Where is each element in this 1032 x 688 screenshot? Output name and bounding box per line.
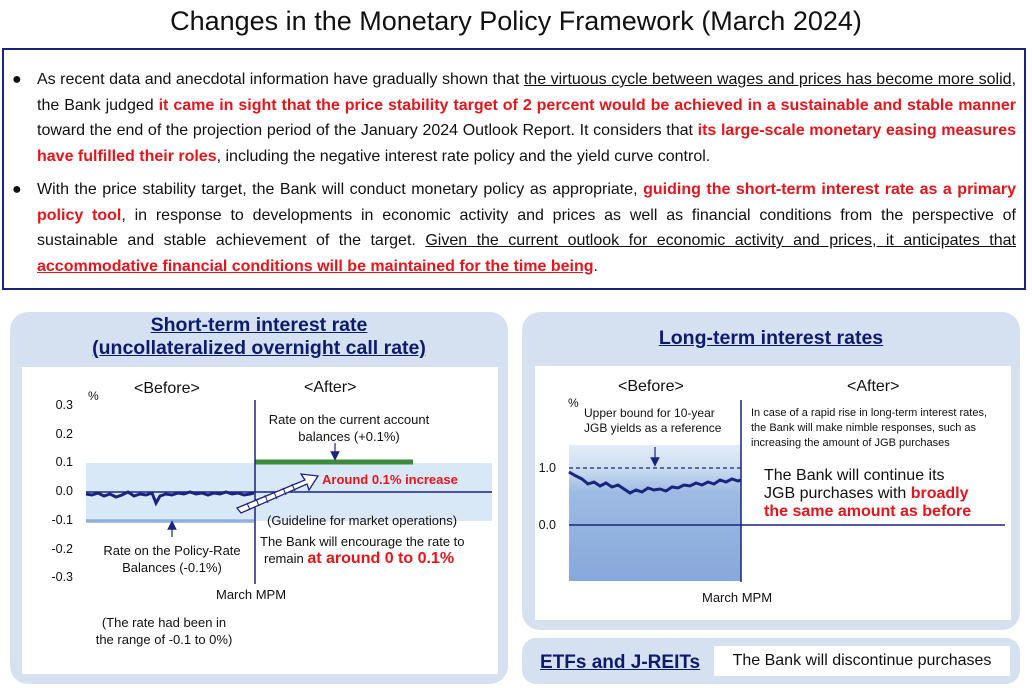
unit-label: % bbox=[88, 389, 99, 403]
bullet-segment: toward the end of the projection period … bbox=[37, 122, 698, 139]
bullet-2-text: With the price stability target, the Ban… bbox=[37, 177, 1016, 279]
etf-title: ETFs and J-REITs bbox=[540, 652, 701, 673]
bullet-1: ● As recent data and anecdotal informati… bbox=[12, 67, 1016, 169]
bullet-segment: , including the negative interest rate p… bbox=[216, 147, 711, 165]
guideline-label: (Guideline for market operations) bbox=[267, 513, 458, 528]
call-rate-series-line bbox=[85, 490, 255, 507]
bullet-segment: accommodative financial conditions will … bbox=[37, 257, 594, 275]
tick-label: 0.0 bbox=[538, 518, 556, 532]
bullet-segment: , in response to developments in economi… bbox=[37, 206, 1017, 250]
continue-purchases-text: The Bank will continue its JGB purchases… bbox=[764, 467, 972, 520]
bullet-segment: its large-scale monetary easing measures… bbox=[37, 122, 1016, 165]
summary-box: ● As recent data and anecdotal informati… bbox=[2, 48, 1026, 290]
tick-label: 0.2 bbox=[55, 427, 73, 441]
encourage-label: The Bank will encourage the rate to bbox=[260, 534, 465, 549]
bullet-segment: With the price stability target, the Ban… bbox=[37, 181, 644, 198]
tick-label: 0.0 bbox=[55, 484, 73, 498]
tick-label: 0.3 bbox=[55, 398, 73, 412]
bullet-segment: As recent data and anecdotal information… bbox=[37, 71, 524, 88]
after-label: <After> bbox=[847, 378, 900, 395]
after-note: In case of a rapid rise in long-term int… bbox=[751, 407, 987, 449]
etf-text: The Bank will discontinue purchases bbox=[732, 652, 992, 669]
bullet-segment: the virtuous cycle between wages and pri… bbox=[523, 71, 1012, 88]
bullet-segment: guiding the short-term interest rate as … bbox=[37, 181, 1017, 224]
tick-label: 0.1 bbox=[55, 455, 73, 469]
tick-label: -0.1 bbox=[51, 513, 73, 527]
march-mpm-label: March MPM bbox=[702, 590, 773, 605]
after-label: <After> bbox=[304, 379, 357, 396]
increase-arrow bbox=[235, 473, 320, 514]
encourage-label-2: remain at around 0 to 0.1% bbox=[264, 550, 455, 567]
bullet-segment: . bbox=[593, 257, 598, 275]
bullet-dot-icon: ● bbox=[12, 181, 22, 198]
yield-range-area bbox=[569, 445, 741, 581]
tick-label: -0.2 bbox=[51, 542, 73, 556]
jgb-yield-series-line bbox=[568, 470, 742, 495]
march-mpm-label: March MPM bbox=[216, 587, 287, 602]
bullet-segment: it came in sight that the price stabilit… bbox=[158, 96, 1016, 114]
before-label: <Before> bbox=[618, 378, 684, 395]
bullet-1-text: As recent data and anecdotal information… bbox=[37, 67, 1016, 169]
long-term-title: Long-term interest rates bbox=[658, 327, 884, 349]
short-term-title: Short-term interest rate (uncollateraliz… bbox=[92, 314, 426, 359]
bullet-segment: , the Bank judged bbox=[37, 71, 1017, 114]
tick-label: 1.0 bbox=[538, 461, 556, 475]
etf-text-box bbox=[714, 646, 1010, 676]
increase-label: Around 0.1% increase bbox=[322, 472, 458, 487]
upper-bound-label: Upper bound for 10-year JGB yields as a … bbox=[584, 406, 722, 435]
current-account-label: Rate on the current account balances (+0… bbox=[268, 412, 430, 444]
bullet-2: ● With the price stability target, the B… bbox=[12, 177, 1016, 279]
unit-label: % bbox=[568, 396, 579, 410]
before-label: <Before> bbox=[134, 380, 200, 397]
page-title: Changes in the Monetary Policy Framework… bbox=[170, 6, 862, 36]
bullet-segment: Given the current outlook for economic a… bbox=[425, 232, 1016, 249]
bullet-dot-icon: ● bbox=[12, 71, 22, 88]
policy-rate-label: Rate on the Policy-Rate Balances (-0.1%) bbox=[103, 543, 241, 575]
tick-label: -0.3 bbox=[51, 570, 73, 584]
range-note: (The rate had been in the range of -0.1 … bbox=[95, 615, 233, 647]
